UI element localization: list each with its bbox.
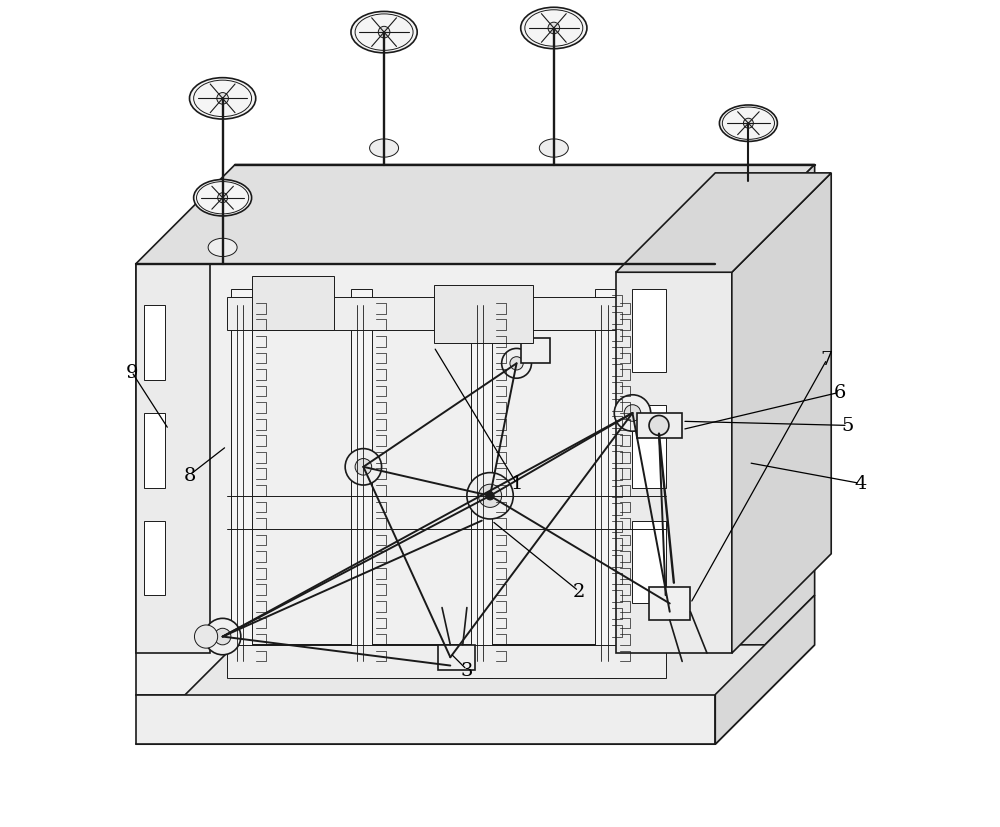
Text: 3: 3 [461, 661, 473, 679]
Polygon shape [521, 339, 550, 364]
Text: 1: 1 [510, 475, 523, 493]
Circle shape [502, 349, 531, 379]
Text: 6: 6 [833, 384, 846, 402]
Circle shape [510, 357, 523, 370]
Polygon shape [616, 174, 831, 273]
Polygon shape [136, 265, 715, 695]
Bar [434, 285, 533, 343]
Circle shape [624, 405, 641, 422]
Circle shape [743, 119, 753, 129]
Ellipse shape [194, 180, 252, 217]
Polygon shape [649, 587, 690, 620]
Polygon shape [637, 414, 682, 438]
Polygon shape [715, 595, 815, 744]
Polygon shape [438, 645, 475, 670]
Circle shape [345, 449, 382, 485]
Circle shape [218, 194, 228, 203]
Polygon shape [136, 645, 815, 744]
Text: 4: 4 [854, 475, 866, 493]
Ellipse shape [351, 12, 417, 54]
Circle shape [614, 395, 651, 432]
Circle shape [467, 473, 513, 519]
Bar [144, 521, 165, 595]
Ellipse shape [539, 140, 568, 158]
Bar [632, 521, 666, 604]
Polygon shape [136, 165, 815, 265]
Bar [252, 277, 334, 331]
Ellipse shape [521, 8, 587, 50]
Bar [595, 289, 616, 678]
Text: 5: 5 [842, 417, 854, 435]
Circle shape [649, 416, 669, 436]
Ellipse shape [370, 140, 399, 158]
Circle shape [478, 485, 502, 508]
Circle shape [214, 629, 231, 645]
Circle shape [378, 27, 390, 39]
Bar [632, 289, 666, 372]
Circle shape [548, 23, 560, 35]
Ellipse shape [208, 239, 237, 257]
Circle shape [355, 459, 372, 476]
Circle shape [204, 619, 241, 655]
Polygon shape [136, 695, 715, 744]
Circle shape [217, 93, 228, 105]
Text: 7: 7 [821, 351, 833, 369]
Text: 2: 2 [572, 582, 585, 600]
Bar [136, 265, 210, 653]
Bar [231, 289, 252, 678]
Bar [616, 273, 732, 653]
Polygon shape [732, 174, 831, 653]
Bar [144, 306, 165, 380]
Bar [144, 414, 165, 488]
Text: 8: 8 [183, 466, 196, 485]
Text: 9: 9 [125, 363, 138, 381]
Ellipse shape [719, 106, 777, 142]
Bar [227, 298, 666, 331]
Bar [632, 405, 666, 488]
Bar [471, 289, 492, 678]
Circle shape [194, 625, 218, 648]
Ellipse shape [190, 79, 256, 120]
Circle shape [486, 492, 494, 500]
Polygon shape [715, 165, 815, 695]
Bar [227, 645, 666, 678]
Bar [351, 289, 372, 678]
